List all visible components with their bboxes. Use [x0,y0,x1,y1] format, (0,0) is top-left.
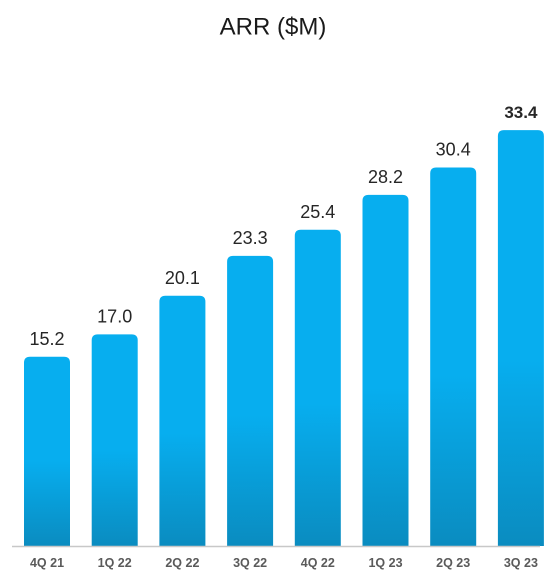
value-label-3q-22: 23.3 [233,228,268,248]
bar-2q-22 [159,295,206,546]
bar-3q-23 [497,130,544,547]
tick-label-2q-22: 2Q 22 [165,556,199,570]
tick-label-1q-23: 1Q 23 [368,556,402,570]
tick-label-4q-22: 4Q 22 [301,556,335,570]
bar-1q-23 [362,194,409,546]
bar-2q-23 [430,167,477,546]
value-label-3q-23: 33.4 [504,103,538,122]
bar-4q-21 [24,356,70,546]
bar-3q-22 [227,255,274,547]
value-label-4q-21: 15.2 [29,329,64,349]
value-label-4q-22: 25.4 [300,202,335,222]
tick-label-4q-21: 4Q 21 [30,556,64,570]
value-label-1q-23: 28.2 [368,167,403,187]
value-label-1q-22: 17.0 [97,306,132,326]
x-axis-tick-labels: 4Q 21 1Q 22 2Q 22 3Q 22 4Q 22 1Q 23 2Q 23 3Q 23 [30,556,538,570]
tick-label-1q-22: 1Q 22 [98,556,132,570]
bars-layer [24,130,544,547]
value-label-2q-22: 20.1 [165,268,200,288]
tick-label-3q-22: 3Q 22 [233,556,267,570]
bar-1q-22 [91,334,138,546]
tick-label-3q-23: 3Q 23 [504,556,538,570]
value-labels-layer: 15.2 17.0 20.1 23.3 25.4 28.2 30.4 33.4 [29,103,538,349]
chart-title: ARR ($M) [220,13,327,40]
value-label-2q-23: 30.4 [436,140,471,160]
tick-label-2q-23: 2Q 23 [436,556,470,570]
bar-4q-22 [294,229,341,546]
